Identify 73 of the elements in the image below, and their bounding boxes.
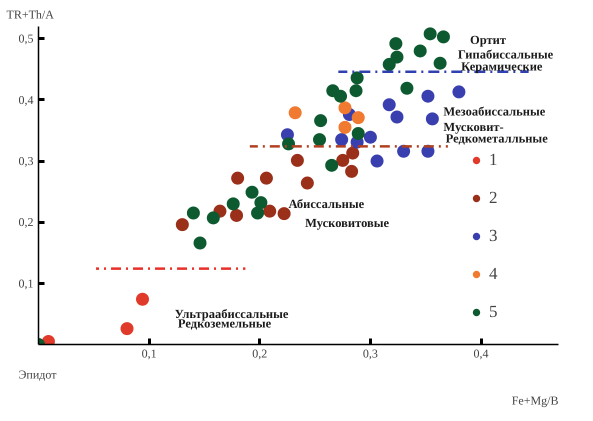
point <box>176 218 189 232</box>
point <box>290 154 304 167</box>
point <box>352 127 365 140</box>
x-tick-label: 0,3 <box>362 346 378 360</box>
point <box>334 90 348 103</box>
point <box>206 211 220 224</box>
y-tick-label: 0,2 <box>18 215 34 230</box>
point <box>335 133 348 146</box>
text: Эпидот <box>18 368 58 382</box>
point <box>231 172 244 185</box>
point <box>338 101 352 114</box>
x-tick-label: 0,4 <box>474 346 489 360</box>
point <box>434 56 447 70</box>
point <box>382 98 396 112</box>
point <box>282 137 296 150</box>
point <box>436 30 450 44</box>
point <box>346 146 360 160</box>
annotation: Мезоабиссальные <box>443 104 546 119</box>
point <box>186 206 200 220</box>
legend-label: 4 <box>489 264 498 284</box>
point <box>338 120 352 134</box>
point <box>263 204 276 218</box>
point <box>120 322 134 336</box>
point <box>370 154 384 168</box>
point <box>260 172 273 185</box>
point <box>300 176 314 190</box>
x-tick-label: 0,1 <box>142 346 157 360</box>
annotation: Керамические <box>461 59 543 74</box>
point <box>325 158 338 172</box>
annotation: Ортит <box>470 32 506 47</box>
point <box>426 112 439 126</box>
annotation: Ультраабиссальные <box>174 306 289 321</box>
legend-label: 3 <box>489 226 498 246</box>
y-axis-title: TR+Th/A <box>6 8 54 22</box>
y-tick-label: 0,5 <box>18 32 34 46</box>
legend-label: 1 <box>489 150 498 170</box>
point <box>390 50 404 64</box>
point <box>414 44 427 58</box>
point <box>389 37 402 50</box>
point <box>194 236 207 250</box>
y-tick-label: 0,4 <box>18 92 34 107</box>
point <box>364 130 377 144</box>
point <box>390 110 404 124</box>
point <box>424 27 437 40</box>
annotation: Абиссальные <box>288 196 365 211</box>
point <box>226 197 240 210</box>
point <box>345 164 358 178</box>
point <box>246 186 259 199</box>
point <box>350 84 363 98</box>
legend-label: 5 <box>489 302 498 322</box>
point <box>400 82 414 95</box>
point <box>421 90 434 103</box>
point <box>278 207 291 220</box>
legend-label: 2 <box>489 188 498 208</box>
point <box>452 85 466 98</box>
annotation: Гипабиссальные <box>458 48 554 62</box>
point <box>382 58 396 71</box>
point <box>336 154 350 167</box>
point <box>350 71 364 84</box>
point <box>352 111 365 124</box>
point <box>314 114 328 128</box>
point <box>254 196 268 210</box>
x-tick-label: 0,2 <box>252 346 268 360</box>
y-tick-label: 0,3 <box>18 154 34 168</box>
point <box>136 292 149 306</box>
point <box>313 133 326 146</box>
point <box>251 206 264 220</box>
x-axis-title: Fe+Mg/B <box>512 394 559 408</box>
annotation: Мусковитовые <box>305 216 390 230</box>
point <box>288 106 302 120</box>
annotation: Мусковит- <box>443 120 504 134</box>
point <box>230 208 244 222</box>
y-tick-label: 0,1 <box>18 276 34 290</box>
